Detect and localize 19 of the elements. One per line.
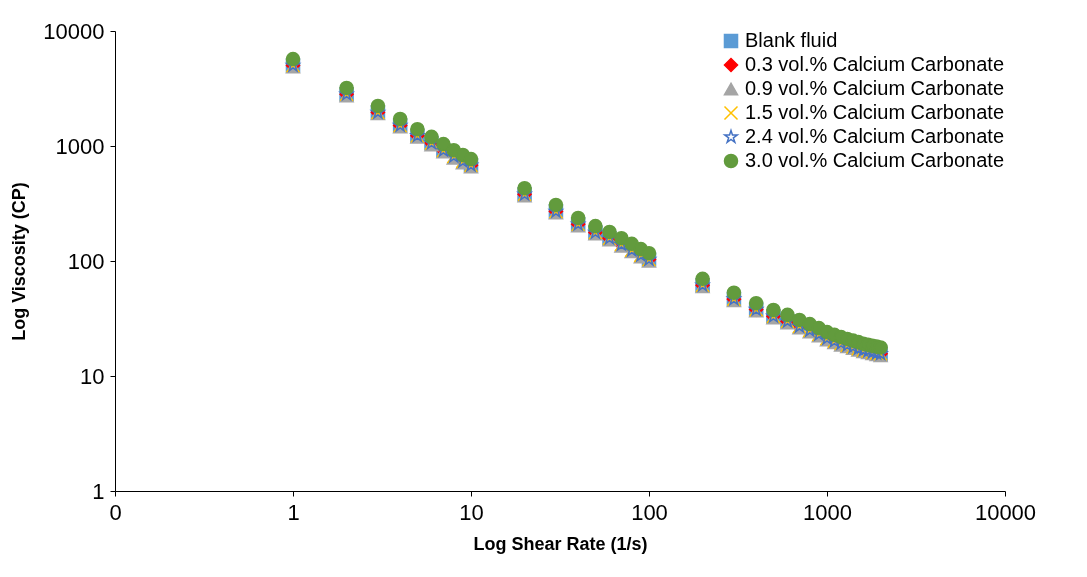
legend-label: 0.9 vol.% Calcium Carbonate — [745, 77, 1005, 99]
x-tick-label: 100 — [631, 499, 668, 525]
x-tick-label: 10000 — [974, 499, 1037, 525]
y-tick-label: 1000 — [55, 133, 105, 159]
y-tick-label: 1 — [92, 478, 105, 504]
legend-label: Blank fluid — [745, 29, 838, 51]
y-tick-label: 100 — [67, 248, 105, 274]
x-tick-label: 1 — [287, 499, 300, 525]
y-tick-label: 10000 — [43, 18, 105, 44]
x-tick-label: 0 — [109, 499, 122, 525]
y-axis-title: Log Viscosity (CP) — [9, 182, 30, 341]
legend-label: 2.4 vol.% Calcium Carbonate — [745, 125, 1005, 147]
x-tick-label: 10 — [459, 499, 484, 525]
x-tick-label: 1000 — [803, 499, 852, 525]
legend-label: 1.5 vol.% Calcium Carbonate — [745, 101, 1005, 123]
y-tick-label: 10 — [80, 363, 105, 389]
x-axis-title: Log Shear Rate (1/s) — [473, 533, 648, 554]
legend-label: 0.3 vol.% Calcium Carbonate — [745, 53, 1005, 75]
legend-label: 3.0 vol.% Calcium Carbonate — [745, 149, 1005, 171]
